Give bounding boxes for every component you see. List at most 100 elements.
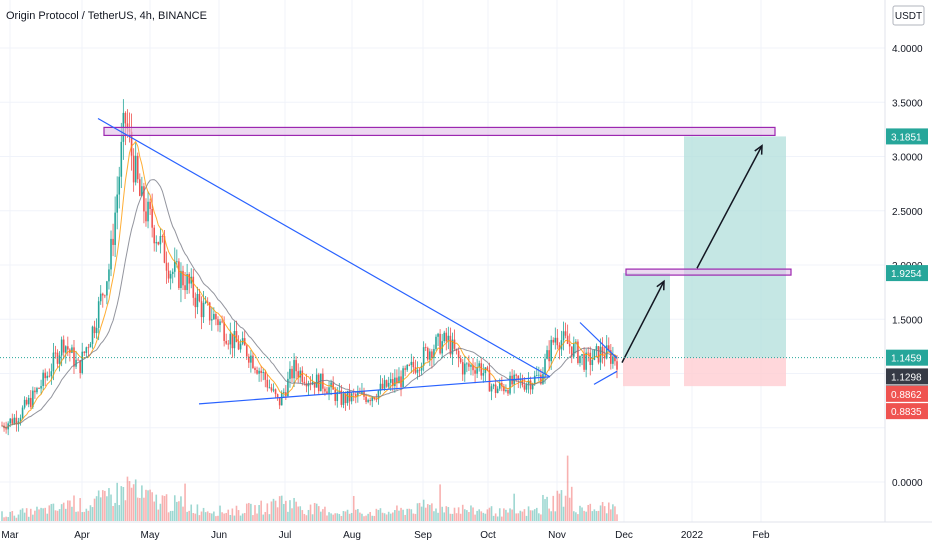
volume-bar [527,506,530,521]
volume-bar [583,510,585,521]
volume-bar [295,501,297,521]
candle-body [470,365,472,367]
candle-body [445,332,448,342]
candle-body [252,355,254,369]
candle-body [344,394,347,404]
currency-button[interactable] [892,5,925,26]
candle-body [519,379,522,381]
volume-bar [463,509,466,521]
volume-bar [139,498,141,521]
volume-bar [593,509,596,521]
volume-bar [225,512,227,521]
candle-body [527,380,530,385]
candle-body [227,343,230,345]
x-tick-label: Apr [74,530,90,541]
candle-body [223,322,225,341]
candle-body [429,351,431,360]
volume-bar [344,511,347,521]
resistance-zone-mid [625,268,792,276]
candle-body [254,368,256,370]
candle-body [324,388,326,392]
candle-body [295,360,297,372]
candle-body [603,355,606,359]
candle-body [385,380,388,387]
volume-bar [511,509,513,521]
resistance-zone-upper [103,126,776,137]
volume-bar [558,493,561,521]
volume-bar [293,497,295,521]
volume-bar [577,514,579,521]
volume-bar [204,512,207,521]
candle-body [505,390,507,392]
candle-body [280,393,283,406]
candle-body [361,391,363,394]
price-badge [886,265,928,282]
volume-bar [95,496,98,521]
volume-bar [605,513,608,521]
candle-body [237,342,240,350]
candle-body [402,368,404,387]
volume-bar [1,511,3,521]
volume-bar [433,511,435,521]
candle-body [466,363,468,365]
volume-bar [392,512,394,521]
volume-bar [190,504,193,521]
volume-bar [149,489,151,521]
candle-body [202,303,205,318]
candle-body [134,155,137,183]
time-axis[interactable]: Mar Apr May Jun Jul Aug Sep Oct Nov Dec 2022 Feb [1,530,770,541]
volume-bar [496,516,499,521]
candle-body [151,208,153,228]
volume-bar [180,496,182,521]
candle-body [91,326,94,344]
volume-bar [498,508,501,521]
volume-bar [274,500,277,521]
volume-bar [531,510,534,521]
volume-bar [607,502,610,521]
candle-body [501,382,503,387]
candle-body [250,355,252,363]
volume-bar [320,511,322,521]
moving-average-line [1,140,618,429]
candle-body [550,339,552,362]
volume-bar [229,514,232,521]
volume-bar [71,506,73,521]
candle-body [614,356,616,362]
candle-body [509,375,511,394]
volume-bar [566,455,569,521]
volume-bar [503,508,505,521]
price-badge [886,349,928,366]
volume-bar [141,485,143,521]
candle-body [153,227,156,244]
candle-body [583,354,585,370]
candle-body [48,375,51,377]
volume-bar [108,488,110,521]
volume-bar [301,510,304,521]
volume-bar [221,512,223,521]
candle-body [46,375,49,379]
volume-bar [437,512,439,521]
candle-body [176,261,178,263]
y-tick-label: 4.0000 [892,44,923,55]
volume-bar [439,484,441,521]
volume-bar [122,487,125,521]
volume-bar [38,509,40,521]
volume-bar [213,511,215,521]
x-tick-label: Oct [480,530,496,541]
candle-body [159,236,162,245]
candle-body [118,176,121,195]
volume-bar [52,503,55,521]
candle-body [593,349,596,360]
candle-body [585,352,587,370]
candle-body [439,333,441,354]
volume-bar [385,514,388,521]
volume-bar [143,497,145,521]
y-tick-label: 1.5000 [892,315,923,326]
volume-bar [346,509,349,521]
candle-body [188,274,190,284]
volume-bar [161,495,164,521]
volume-bar [414,513,417,521]
candle-body [346,390,349,404]
candle-body [27,397,30,405]
